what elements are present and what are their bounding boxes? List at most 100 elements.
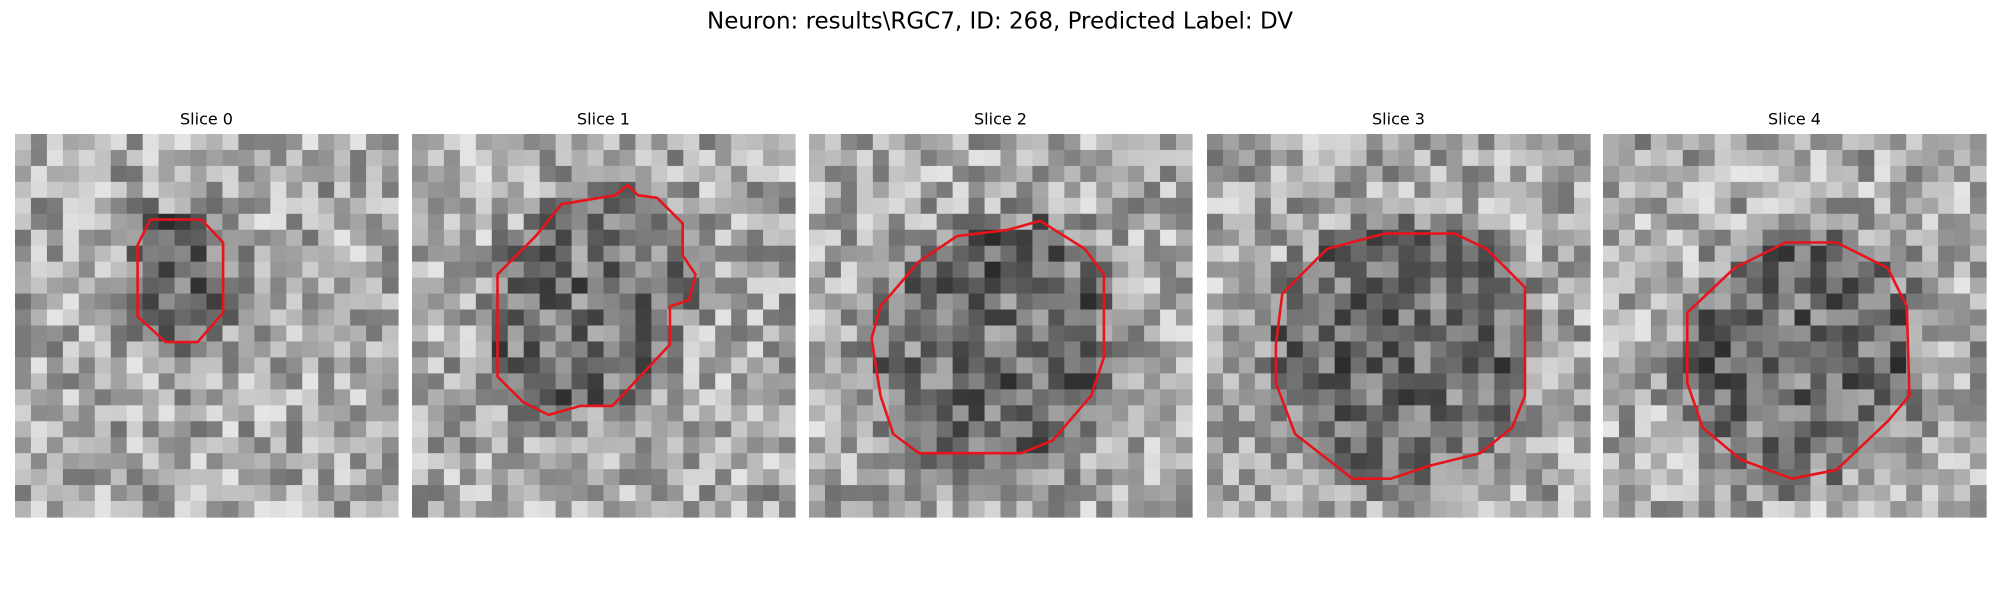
pixel [840,437,858,454]
pixel [443,373,461,390]
pixel [1542,261,1559,279]
pixel [1414,245,1432,263]
pixel [667,277,684,295]
pixel [427,421,445,438]
pixel [1334,149,1352,167]
pixel [840,341,858,359]
pixel [1176,197,1193,215]
pixel [475,261,493,279]
pixel [1526,373,1543,390]
pixel [1350,181,1368,199]
pixel [382,309,399,327]
pixel [1970,134,1987,151]
pixel [270,437,287,454]
pixel [1746,469,1764,486]
pixel [1080,469,1097,486]
pixel [254,469,271,486]
pixel [920,149,938,167]
pixel [1270,485,1288,502]
pixel [1730,389,1748,406]
pixel [507,469,525,486]
pixel [1826,469,1843,486]
pixel [1794,229,1812,247]
pixel [1650,357,1668,374]
pixel [968,405,986,422]
pixel [302,309,319,327]
pixel [222,245,240,263]
pixel [318,277,335,295]
pixel [1207,325,1224,343]
pixel [856,261,874,279]
pixel [1318,277,1336,295]
pixel [158,485,176,502]
pixel [222,149,240,167]
pixel [888,485,906,502]
pixel [158,469,176,486]
pixel [1144,277,1161,295]
pixel [334,197,351,215]
pixel [1000,181,1018,199]
pixel [1526,485,1543,502]
pixel [1350,213,1368,231]
pixel [318,325,335,343]
pixel [872,453,890,470]
pixel [699,341,716,359]
pixel [635,277,652,295]
pixel [747,134,764,151]
pixel [412,437,429,454]
pixel [872,437,890,454]
pixel [206,229,224,247]
pixel [1826,453,1843,470]
pixel [539,485,557,502]
pixel [1144,261,1161,279]
pixel [1526,277,1543,295]
pixel [174,309,192,327]
pixel [667,421,684,438]
pixel [1080,341,1097,359]
pixel [62,485,80,502]
pixel [587,373,605,390]
pixel [1318,245,1336,263]
pixel [459,149,477,167]
pixel [1302,134,1320,151]
pixel [1826,277,1843,295]
pixel [984,261,1002,279]
pixel [1762,437,1780,454]
pixel [1970,229,1987,247]
pixel [1414,181,1432,199]
pixel [110,261,128,279]
pixel [1016,134,1034,151]
pixel [78,325,96,343]
pixel [1698,197,1716,215]
pixel [1366,149,1384,167]
pixel [1874,453,1891,470]
pixel [1064,134,1081,151]
pixel [1080,437,1097,454]
pixel [840,485,858,502]
pixel [683,245,700,263]
pixel [334,245,351,263]
pixel [1238,501,1256,518]
pixel [206,213,224,231]
slice-image [412,134,796,518]
pixel [1144,453,1161,470]
pixel [1446,485,1463,502]
pixel [1144,325,1161,343]
pixel [1430,277,1447,295]
pixel [824,501,842,518]
pixel [683,309,700,327]
pixel [350,277,367,295]
pixel [1794,261,1812,279]
pixel [1207,469,1224,486]
pixel [635,341,652,359]
pixel [715,341,732,359]
pixel [1842,325,1859,343]
pixel [318,501,335,518]
pixel [302,373,319,390]
pixel [286,469,303,486]
pixel [1922,309,1939,327]
pixel [1096,485,1113,502]
pixel [523,357,541,374]
pixel [1112,229,1129,247]
pixel [571,485,589,502]
